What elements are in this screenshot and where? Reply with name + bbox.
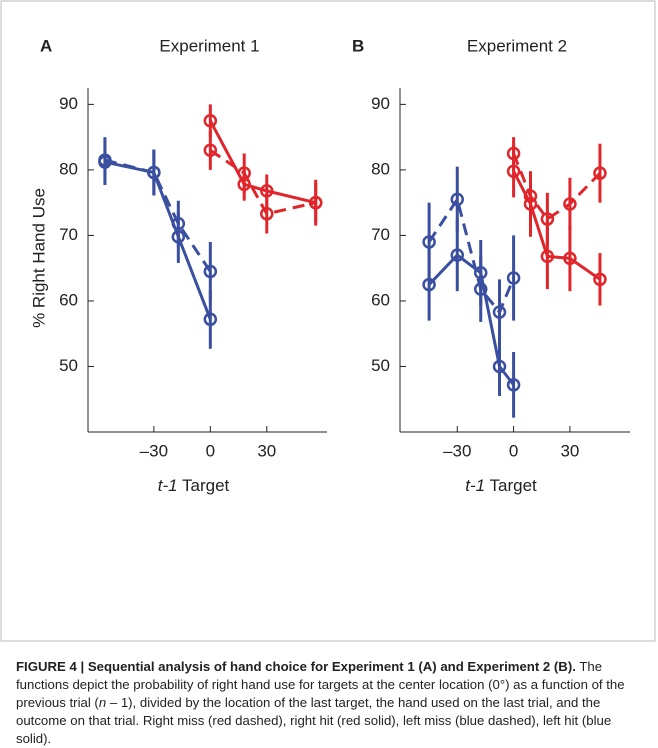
data-point <box>450 248 465 262</box>
y-tick-label: 80 <box>371 159 390 178</box>
x-axis-label-text: Target <box>182 476 230 495</box>
y-tick-label: 60 <box>59 290 78 309</box>
data-point <box>260 207 274 221</box>
series-line <box>512 152 602 222</box>
data-point <box>422 235 436 249</box>
y-tick-label: 70 <box>371 225 390 244</box>
y-tick-label: 60 <box>371 290 390 309</box>
caption-body: The functions depict the probability of … <box>16 659 625 710</box>
data-point <box>492 359 507 374</box>
x-tick-label: –30 <box>443 441 471 460</box>
series-line <box>209 149 317 216</box>
x-axis-label-text: Target <box>490 476 538 495</box>
chart-title: Experiment 1 <box>159 36 259 55</box>
caption-body: – 1), divided by the location of the las… <box>16 695 612 746</box>
series-line <box>104 160 212 320</box>
x-axis-label-italic: t-1 <box>465 476 485 495</box>
x-axis-label: t-1 Target <box>465 476 537 495</box>
series-line <box>104 158 212 273</box>
data-point <box>563 251 577 266</box>
data-point <box>593 166 607 180</box>
data-point <box>563 197 577 211</box>
data-point <box>147 165 161 180</box>
series-line <box>208 120 317 205</box>
y-axis-label: % Right Hand Use <box>29 188 48 328</box>
x-tick-label: 0 <box>206 441 215 460</box>
y-tick-label: 90 <box>371 94 390 113</box>
y-tick-label: 80 <box>59 159 78 178</box>
x-axis-label: t-1 Target <box>158 476 230 495</box>
figure: A Experiment 1 % Right Hand Use t-1 Target 5… <box>0 0 656 642</box>
x-axis-label-italic: t-1 <box>158 476 178 495</box>
data-point <box>203 143 218 157</box>
data-point <box>308 195 323 210</box>
data-point <box>492 305 507 319</box>
y-tick-label: 50 <box>59 356 78 375</box>
data-point <box>98 153 112 167</box>
x-tick-label: 30 <box>257 441 276 460</box>
x-tick-label: –30 <box>140 441 168 460</box>
data-point <box>473 282 488 296</box>
data-point <box>203 264 218 279</box>
panel-label: A <box>40 36 52 55</box>
data-point <box>506 378 521 392</box>
y-tick-label: 50 <box>371 356 390 375</box>
caption: FIGURE 4 | Sequential analysis of hand c… <box>16 658 646 748</box>
panel-label: B <box>352 36 364 55</box>
data-point <box>237 166 251 180</box>
x-tick-label: 0 <box>509 441 518 460</box>
data-point <box>593 272 607 287</box>
data-point <box>203 312 218 327</box>
y-tick-label: 90 <box>59 94 78 113</box>
data-point <box>540 249 555 264</box>
data-point <box>450 192 465 207</box>
data-point <box>540 212 555 226</box>
data-point <box>506 271 521 285</box>
data-point <box>506 146 521 161</box>
caption-italic: n <box>98 695 107 710</box>
caption-heading: FIGURE 4 | Sequential analysis of hand c… <box>16 659 576 674</box>
y-tick-label: 70 <box>59 225 78 244</box>
chart-title: Experiment 2 <box>467 36 567 55</box>
x-tick-label: 30 <box>560 441 579 460</box>
data-point <box>523 189 538 203</box>
frame <box>0 0 656 642</box>
data-point <box>203 114 218 128</box>
data-point <box>171 216 186 231</box>
